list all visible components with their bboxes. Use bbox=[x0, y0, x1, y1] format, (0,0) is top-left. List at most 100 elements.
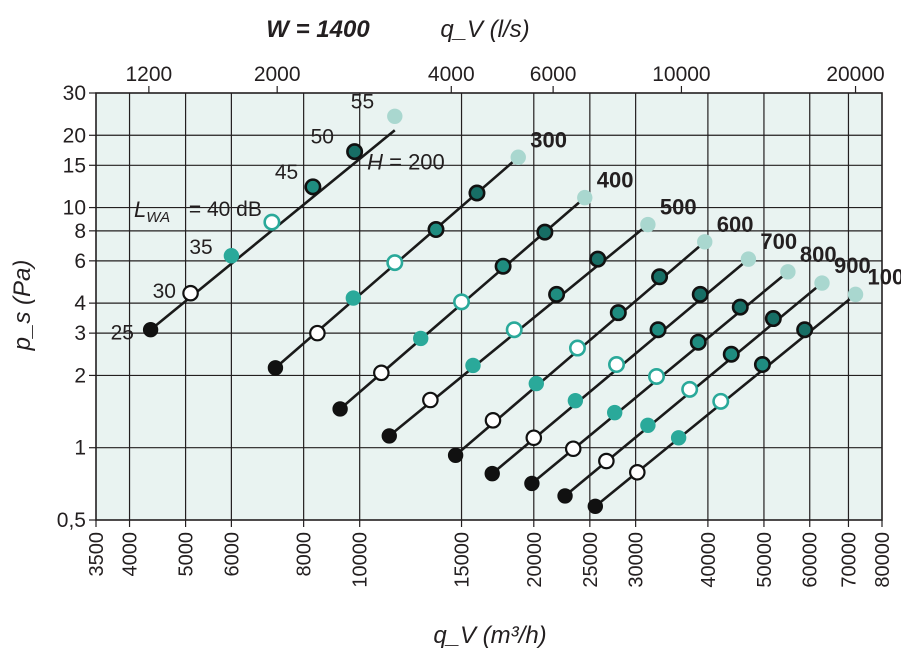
plot-area bbox=[95, 92, 883, 521]
data-point bbox=[640, 216, 656, 233]
data-point bbox=[447, 447, 464, 463]
data-point bbox=[651, 268, 669, 286]
data-point bbox=[648, 367, 666, 385]
x-tick-label: 40000 bbox=[698, 532, 720, 588]
data-points bbox=[142, 108, 864, 515]
x-tick-label: 60000 bbox=[800, 532, 822, 588]
data-point bbox=[764, 310, 782, 328]
data-point bbox=[510, 149, 526, 165]
y-tick-label: 8 bbox=[74, 220, 86, 243]
series-label: 700 bbox=[760, 229, 797, 254]
data-point bbox=[536, 223, 554, 241]
data-point bbox=[598, 452, 615, 470]
data-point bbox=[548, 285, 566, 303]
data-point bbox=[422, 391, 439, 409]
data-point bbox=[386, 254, 404, 272]
series-label-value: = 200 bbox=[383, 150, 445, 175]
data-point bbox=[525, 429, 543, 447]
x-tick-label: 3500 bbox=[86, 532, 108, 577]
level-annotation: 50 bbox=[311, 126, 334, 149]
lwa-label: LWA bbox=[134, 197, 170, 226]
x-tick-label: 4000 bbox=[120, 532, 142, 577]
axis-ticks: 0,5 1 2 3 4 6 810 15 20 30 3500 4000 5000 6000 8000 100… bbox=[57, 63, 894, 588]
x-tick-label: 80000 bbox=[872, 532, 894, 588]
y-tick-label: 1 bbox=[74, 437, 86, 460]
data-point bbox=[427, 221, 445, 239]
level-annotations: 25 30 35 = 40 dB 45 50 55 bbox=[111, 90, 375, 344]
x-tick-label: 5000 bbox=[176, 532, 198, 577]
x-tick-label: 70000 bbox=[838, 532, 860, 588]
y-tick-label: 6 bbox=[74, 250, 86, 273]
data-point bbox=[309, 324, 326, 342]
data-point bbox=[814, 275, 830, 291]
data-point bbox=[697, 234, 713, 250]
data-point bbox=[722, 345, 740, 363]
y-tick-label: 30 bbox=[63, 82, 86, 105]
y-tick-label: 3 bbox=[74, 322, 86, 345]
x2-tick-label: 1200 bbox=[126, 63, 173, 86]
level-annotation: = 40 dB bbox=[189, 198, 262, 221]
data-point bbox=[712, 392, 730, 410]
data-point bbox=[142, 322, 159, 338]
x-tick-label: 10000 bbox=[350, 532, 372, 588]
data-point bbox=[263, 213, 281, 231]
level-annotation: 45 bbox=[275, 161, 298, 184]
data-point bbox=[753, 356, 771, 374]
data-point bbox=[528, 375, 544, 392]
data-point bbox=[381, 428, 397, 444]
data-point bbox=[691, 285, 709, 303]
data-point bbox=[304, 178, 322, 196]
y-tick-label: 20 bbox=[63, 124, 86, 147]
series-label: 1000 bbox=[868, 264, 901, 289]
data-point bbox=[468, 184, 486, 202]
data-point bbox=[670, 430, 687, 446]
data-point bbox=[564, 440, 582, 458]
series-label: 500 bbox=[660, 195, 697, 220]
data-point bbox=[740, 251, 757, 267]
data-point bbox=[640, 417, 656, 433]
series-label: H = 200 bbox=[367, 150, 445, 175]
data-point bbox=[332, 401, 348, 417]
level-annotation: 25 bbox=[111, 322, 134, 345]
data-point bbox=[609, 304, 627, 322]
data-point bbox=[689, 333, 707, 351]
data-point bbox=[223, 248, 240, 264]
lwa-label-sub: WA bbox=[146, 209, 170, 226]
lwa-label-main: L bbox=[134, 197, 146, 222]
data-point bbox=[608, 356, 626, 374]
data-point bbox=[182, 284, 199, 302]
y-tick-label: 0,5 bbox=[57, 509, 86, 532]
data-point bbox=[731, 298, 749, 316]
x2-tick-label: 20000 bbox=[826, 63, 884, 86]
series-label: 600 bbox=[717, 212, 754, 237]
series-label: 800 bbox=[800, 242, 837, 267]
level-annotation: 55 bbox=[351, 90, 374, 113]
data-point bbox=[796, 321, 814, 339]
x2-tick-label: 2000 bbox=[254, 63, 301, 86]
series-label-h: H bbox=[367, 150, 383, 175]
series-label: 400 bbox=[597, 168, 634, 193]
x2-tick-label: 10000 bbox=[652, 63, 710, 86]
data-point bbox=[587, 498, 604, 515]
data-point bbox=[847, 286, 864, 303]
data-point bbox=[505, 321, 523, 339]
data-point bbox=[484, 412, 502, 429]
x-tick-label: 30000 bbox=[626, 532, 648, 588]
y-tick-label: 4 bbox=[74, 292, 86, 315]
data-point bbox=[453, 293, 471, 311]
series-label: 300 bbox=[530, 127, 567, 152]
data-point bbox=[267, 360, 284, 376]
data-point bbox=[484, 465, 500, 482]
y-tick-label: 10 bbox=[63, 197, 86, 220]
x2-tick-label: 4000 bbox=[428, 63, 475, 86]
data-point bbox=[373, 364, 390, 382]
x-tick-label: 8000 bbox=[294, 532, 316, 577]
x-tick-label: 6000 bbox=[221, 532, 243, 577]
data-point bbox=[346, 143, 364, 161]
x-tick-label: 50000 bbox=[754, 532, 776, 588]
level-annotation: 30 bbox=[153, 280, 176, 303]
y-tick-label: 15 bbox=[63, 154, 86, 177]
data-point bbox=[606, 404, 623, 421]
data-point bbox=[524, 475, 540, 492]
